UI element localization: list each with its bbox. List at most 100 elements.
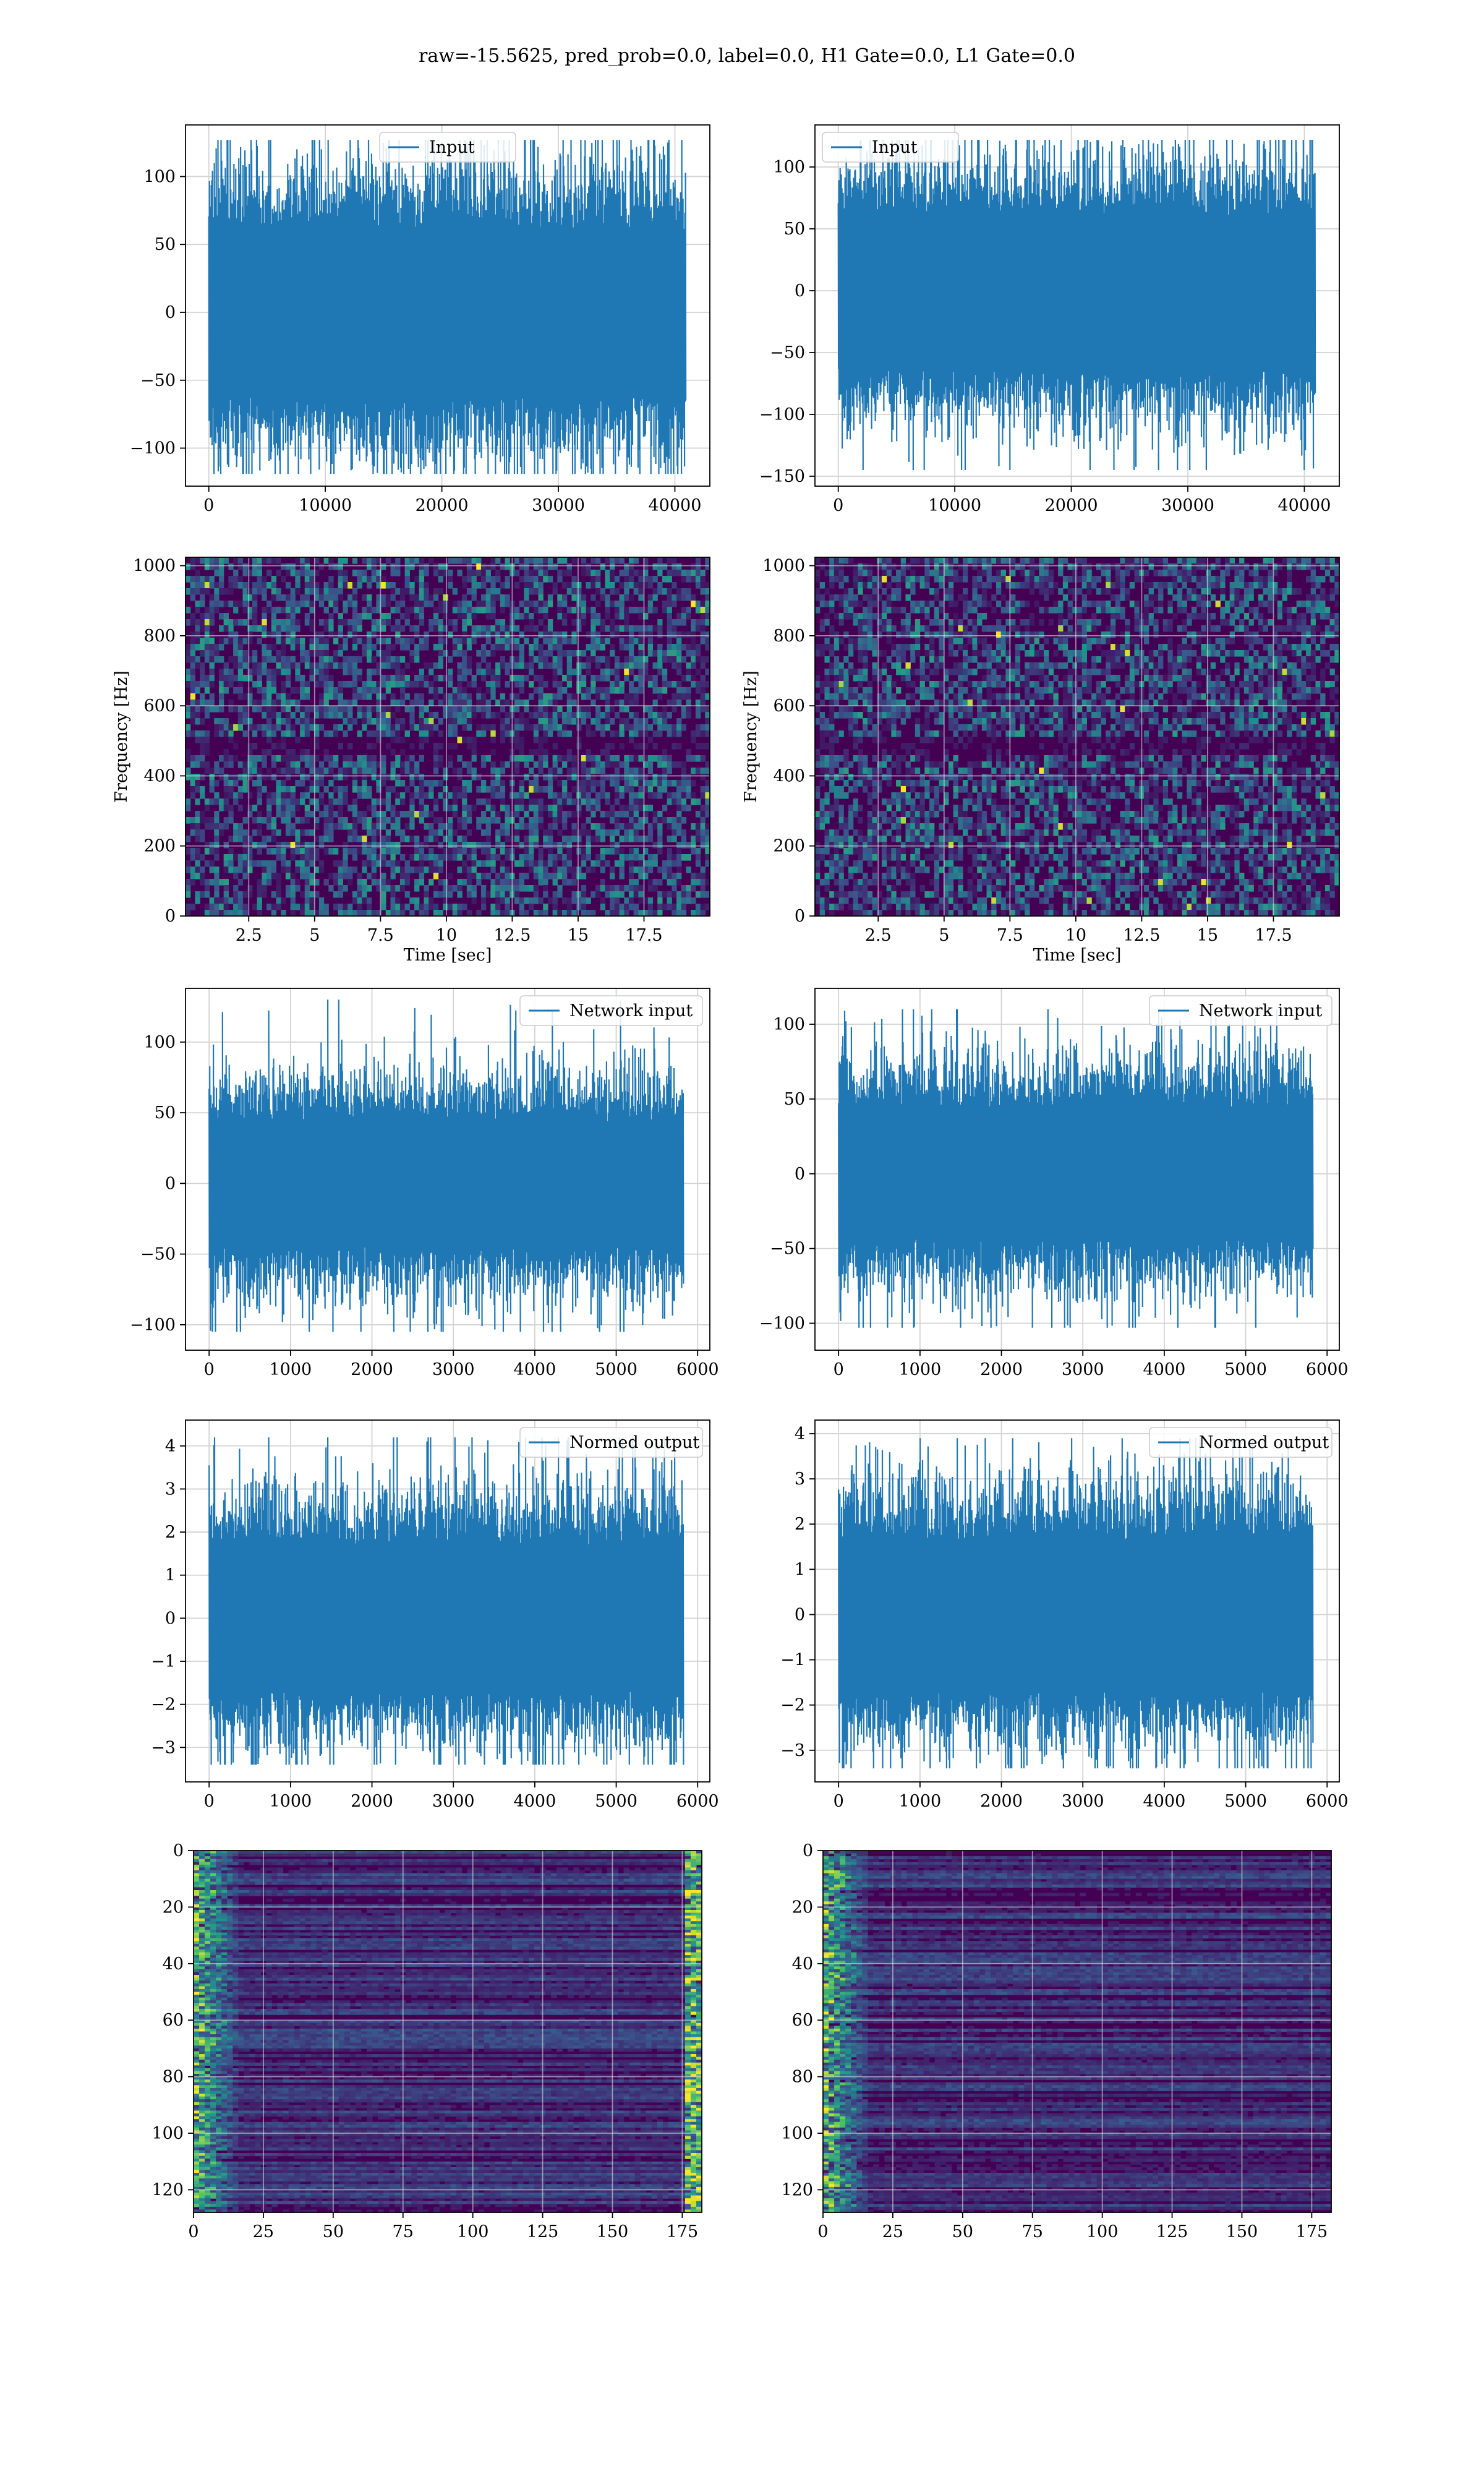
- h1-spectrogram-xlabel: Time [sec]: [404, 946, 492, 965]
- h1-normed-output-series-body: [209, 1554, 684, 1682]
- l1-normed-output-xtick-label-2: 2000: [980, 1792, 1023, 1811]
- l1-feature-map-xtick-label-4: 100: [1086, 2222, 1119, 2241]
- h1-network-input-xtick-label-2: 2000: [351, 1360, 393, 1379]
- l1-spectrogram-panel: 2.5 5 7.5 10 12.5 15 17.5 0 200 400 600 800 1000 Time…: [741, 557, 1340, 965]
- h1-spectrogram-image: [186, 557, 710, 916]
- h1-input-xtick-label-0: 0: [203, 496, 214, 515]
- l1-feature-map-xtick-label-2: 50: [952, 2222, 973, 2241]
- l1-network-input-ytick-label-1: −50: [770, 1239, 805, 1259]
- l1-normed-output-ytick-label-6: 3: [795, 1470, 805, 1489]
- l1-input-frame: [814, 124, 1340, 487]
- h1-feature-map-ytick-label-4: 80: [163, 2068, 184, 2087]
- l1-feature-map-ytick-label-4: 80: [792, 2068, 813, 2087]
- h1-normed-output-ytick-label-3: 0: [165, 1609, 176, 1628]
- l1-feature-map-xtick-label-7: 175: [1296, 2222, 1328, 2241]
- l1-normed-output-ytick-label-1: −2: [780, 1696, 805, 1715]
- h1-normed-output-ytick-label-5: 2: [165, 1523, 176, 1542]
- h1-input-ytick-label-3: 50: [155, 235, 176, 254]
- h1-normed-output-xtick-label-1: 1000: [270, 1792, 312, 1811]
- l1-input-series-body: [838, 223, 1316, 358]
- h1-input-xtick-label-3: 30000: [532, 496, 585, 515]
- h1-input-panel: Input 0 10000 20000 30000 40000 −100 −50 0 50 100: [130, 124, 710, 515]
- h1-network-input-ytick-label-4: 100: [143, 1033, 176, 1052]
- l1-spectrogram-xtick-label-6: 17.5: [1255, 926, 1292, 945]
- h1-spectrogram-xtick-label-2: 7.5: [367, 926, 394, 945]
- l1-network-input-xtick-label-3: 3000: [1062, 1360, 1104, 1379]
- l1-normed-output-ytick-label-2: −1: [780, 1651, 805, 1670]
- l1-spectrogram-xtick-label-3: 10: [1065, 926, 1086, 945]
- h1-network-input-xtick-label-6: 6000: [676, 1360, 719, 1379]
- l1-spectrogram-image: [815, 557, 1339, 916]
- l1-normed-output-xtick-label-3: 3000: [1062, 1792, 1104, 1811]
- l1-feature-map-ytick-label-3: 60: [792, 2011, 813, 2030]
- l1-feature-map-ytick-label-5: 100: [781, 2124, 813, 2143]
- h1-network-input-xtick-label-5: 5000: [595, 1360, 638, 1379]
- h1-network-input-ytick-label-3: 50: [155, 1103, 176, 1123]
- l1-network-input-ytick-label-4: 100: [773, 1015, 805, 1034]
- l1-normed-output-series-body: [838, 1547, 1313, 1682]
- l1-normed-output-legend-label: Normed output: [1199, 1433, 1329, 1452]
- l1-input-legend-label: Input: [872, 138, 918, 157]
- l1-normed-output-ytick-label-5: 2: [795, 1515, 805, 1534]
- h1-feature-map-ytick-label-5: 100: [151, 2124, 184, 2143]
- figure-title: raw=-15.5625, pred_prob=0.0, label=0.0, …: [419, 45, 1075, 67]
- h1-normed-output-xtick-label-2: 2000: [351, 1792, 393, 1811]
- l1-normed-output-ytick-label-4: 1: [795, 1560, 805, 1579]
- l1-feature-map-xtick-label-3: 75: [1022, 2222, 1043, 2241]
- l1-spectrogram-xtick-label-0: 2.5: [865, 926, 892, 945]
- l1-network-input-xtick-label-0: 0: [834, 1360, 844, 1379]
- l1-input-legend: Input: [822, 132, 959, 163]
- l1-network-input-xtick-label-5: 5000: [1224, 1360, 1267, 1379]
- h1-input-legend: Input: [379, 132, 516, 163]
- l1-feature-map-xtick-label-1: 25: [882, 2222, 903, 2241]
- h1-network-input-legend: Network input: [519, 995, 703, 1026]
- h1-network-input-ytick-label-0: −100: [130, 1316, 176, 1335]
- h1-network-input-series-body: [209, 1128, 684, 1238]
- l1-feature-map-ytick-label-2: 40: [792, 1954, 813, 1974]
- h1-feature-map-xtick-label-1: 25: [253, 2222, 274, 2241]
- l1-spectrogram-ytick-label-4: 800: [773, 627, 805, 646]
- l1-network-input-xtick-label-2: 2000: [980, 1360, 1023, 1379]
- h1-spectrogram-frame: [185, 557, 710, 917]
- l1-input-ytick-label-4: 50: [784, 220, 805, 239]
- h1-normed-output-xtick-label-5: 5000: [595, 1792, 638, 1811]
- h1-input-xtick-label-1: 10000: [299, 496, 352, 515]
- h1-normed-output-legend-label: Normed output: [569, 1433, 699, 1452]
- h1-normed-output-ytick-label-2: −1: [151, 1652, 176, 1671]
- h1-normed-output-legend: Normed output: [519, 1427, 703, 1458]
- h1-spectrogram-xtick-label-3: 10: [436, 926, 457, 945]
- h1-feature-map-frame: [193, 1850, 702, 2213]
- l1-feature-map-image: [823, 1851, 1331, 2212]
- l1-network-input-xtick-label-4: 4000: [1143, 1360, 1186, 1379]
- l1-feature-map-ytick-label-0: 0: [803, 1841, 813, 1860]
- h1-normed-output-frame: [185, 1419, 710, 1783]
- h1-network-input-ytick-label-2: 0: [165, 1174, 176, 1193]
- l1-input-xtick-label-2: 20000: [1045, 496, 1098, 515]
- l1-normed-output-xtick-label-1: 1000: [899, 1792, 942, 1811]
- h1-input-xtick-label-2: 20000: [416, 496, 469, 515]
- h1-input-legend-label: Input: [429, 138, 475, 157]
- l1-network-input-xtick-label-6: 6000: [1306, 1360, 1349, 1379]
- h1-network-input-ytick-label-1: −50: [140, 1245, 176, 1264]
- l1-spectrogram-xtick-label-5: 15: [1197, 926, 1218, 945]
- h1-feature-map-xtick-label-4: 100: [457, 2222, 489, 2241]
- l1-spectrogram-ytick-label-5: 1000: [762, 557, 805, 576]
- h1-spectrogram-ytick-label-3: 600: [143, 696, 176, 716]
- l1-normed-output-panel: Normed output 0 1000 2000 3000 4000 5000 6000 −3…: [780, 1419, 1349, 1811]
- l1-feature-map-ytick-label-1: 20: [792, 1898, 813, 1917]
- h1-network-input-xtick-label-4: 4000: [514, 1360, 556, 1379]
- l1-feature-map-xtick-label-0: 0: [817, 2222, 828, 2241]
- l1-normed-output-xtick-label-6: 6000: [1306, 1792, 1349, 1811]
- h1-normed-output-ytick-label-0: −3: [151, 1738, 176, 1757]
- l1-network-input-legend-label: Network input: [1199, 1001, 1322, 1021]
- h1-spectrogram-ytick-label-4: 800: [143, 627, 176, 646]
- l1-normed-output-ytick-label-3: 0: [795, 1605, 805, 1624]
- h1-spectrogram-xtick-label-1: 5: [309, 926, 320, 945]
- l1-input-xtick-label-4: 40000: [1278, 496, 1331, 515]
- l1-input-ytick-label-5: 100: [773, 158, 805, 177]
- l1-feature-map-ytick-label-6: 120: [781, 2180, 813, 2199]
- l1-input-panel: Input 0 10000 20000 30000 40000 −150 −100 −50 0 50…: [759, 124, 1340, 515]
- l1-normed-output-frame: [814, 1419, 1340, 1783]
- l1-network-input-ytick-label-2: 0: [795, 1165, 805, 1184]
